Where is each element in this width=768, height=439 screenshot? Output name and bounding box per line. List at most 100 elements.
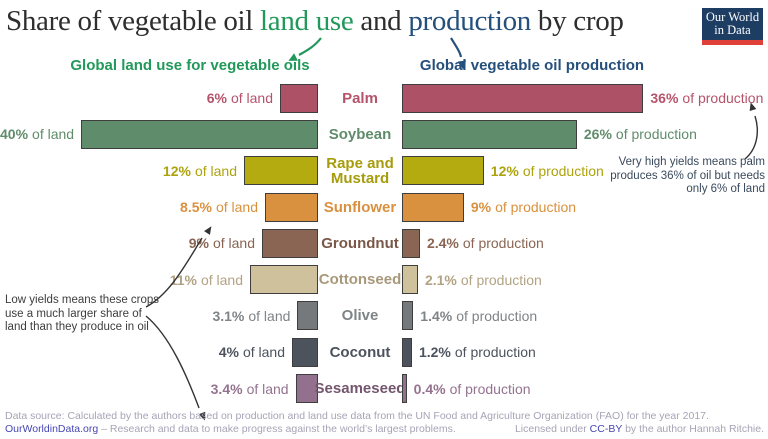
production-bar[interactable]: [402, 192, 464, 222]
title-production: production: [408, 5, 531, 37]
license-prefix: Licensed under: [514, 423, 590, 435]
land-share-unit: of land: [194, 162, 237, 179]
high-yields-line2: produces 36% of oil but needs: [610, 169, 765, 182]
production-share-value: 1.2%: [418, 344, 451, 361]
production-bar[interactable]: [402, 156, 484, 186]
production-share-unit: of production: [615, 126, 697, 143]
land-share-value: 4%: [218, 344, 239, 361]
title-suffix: by crop: [530, 5, 624, 37]
land-use-bar[interactable]: [297, 301, 318, 331]
crop-label: Soybean: [328, 125, 392, 143]
production-share-unit: of production: [460, 271, 542, 288]
land-use-bar[interactable]: [250, 265, 318, 295]
production-bar[interactable]: [402, 265, 418, 295]
crop-row-cottonseed: 11% of land Cottonseed 2.1% of production: [0, 261, 768, 297]
production-share-unit: of production: [449, 380, 531, 397]
production-share-label: 1.2% of production: [419, 344, 536, 360]
land-share-unit: of land: [200, 271, 243, 288]
production-share-label: 0.4% of production: [414, 381, 531, 397]
footer-tagline-text: – Research and data to make progress aga…: [98, 423, 456, 435]
land-share-unit: of land: [230, 90, 273, 107]
owid-logo[interactable]: Our World in Data: [702, 8, 763, 45]
high-yields-line1: Very high yields means palm: [618, 156, 765, 168]
production-bar[interactable]: [402, 337, 412, 367]
production-bar[interactable]: [402, 83, 644, 113]
production-share-unit: of production: [682, 90, 764, 107]
production-share-label: 12% of production: [491, 163, 604, 179]
production-share-value: 2.4%: [426, 235, 459, 252]
crop-label: Cottonseed: [318, 271, 402, 289]
footer-tagline: OurWorldinData.org – Research and data t…: [5, 423, 456, 436]
land-use-column-header: Global land use for vegetable oils: [70, 57, 310, 74]
crop-row-rape-and-mustard: 12% of land Rape and Mustard 12% of produc…: [0, 153, 768, 189]
production-share-label: 9% of production: [471, 199, 576, 215]
production-share-unit: of production: [462, 235, 544, 252]
low-yields-annotation: Low yields means these crops use a much …: [5, 294, 175, 335]
title-prefix: Share of vegetable oil: [6, 5, 261, 37]
crop-row-soybean: 40% of land Soybean 26% of production: [0, 116, 768, 152]
low-yields-line1: Low yields means these crops: [5, 294, 160, 306]
production-share-value: 1.4%: [420, 307, 453, 324]
land-share-unit: of land: [215, 199, 258, 216]
crop-row-sunflower: 8.5% of land Sunflower 9% of production: [0, 189, 768, 225]
land-share-value: 12%: [162, 162, 191, 179]
land-use-bar[interactable]: [292, 337, 318, 367]
land-share-unit: of land: [242, 344, 285, 361]
land-share-label: 8.5% of land: [180, 199, 258, 215]
land-use-bar[interactable]: [244, 156, 318, 186]
land-share-label: 4% of land: [219, 344, 285, 360]
land-share-value: 9%: [188, 235, 209, 252]
land-use-bar[interactable]: [262, 228, 318, 258]
production-share-label: 36% of production: [650, 90, 763, 106]
crop-label: Palm: [342, 89, 378, 107]
production-bar[interactable]: [402, 228, 420, 258]
crop-row-groundnut: 9% of land Groundnut 2.4% of production: [0, 225, 768, 261]
production-share-unit: of production: [522, 162, 604, 179]
cc-by-link[interactable]: CC-BY: [589, 423, 623, 435]
land-use-bar[interactable]: [81, 119, 318, 149]
land-use-bar[interactable]: [265, 192, 318, 222]
high-yields-line3: only 6% of land: [686, 183, 765, 195]
crop-label: Sesameseed: [314, 380, 406, 398]
production-share-value: 26%: [583, 126, 612, 143]
crop-label: Sunflower: [323, 198, 397, 216]
owid-logo-line1: Our World: [705, 9, 760, 24]
production-column-header: Global vegetable oil production: [419, 57, 645, 74]
production-bar[interactable]: [402, 301, 414, 331]
bar-rows: 6% of land Palm 36% of production 40% of la…: [0, 80, 768, 407]
license-suffix: by the author Hannah Ritchie.: [622, 423, 764, 435]
production-share-value: 2.1%: [424, 271, 457, 288]
production-bar[interactable]: [402, 119, 577, 149]
land-share-label: 6% of land: [207, 90, 273, 106]
production-share-value: 36%: [650, 90, 679, 107]
title-land-use: land use: [260, 5, 354, 37]
land-use-bar[interactable]: [280, 83, 318, 113]
page-title: Share of vegetable oil land use and prod…: [6, 5, 624, 38]
crop-row-palm: 6% of land Palm 36% of production: [0, 80, 768, 116]
low-yields-line3: land than they produce in oil: [5, 321, 149, 333]
low-yields-line2: use a much larger share of: [5, 307, 142, 320]
land-share-label: 3.4% of land: [211, 381, 289, 397]
land-share-unit: of land: [212, 235, 255, 252]
production-bar[interactable]: [402, 374, 407, 404]
crop-row-olive: 3.1% of land Olive 1.4% of production: [0, 298, 768, 334]
crop-row-coconut: 4% of land Coconut 1.2% of production: [0, 334, 768, 370]
owid-logo-line2: in Data: [714, 23, 751, 37]
land-share-label: 9% of land: [189, 235, 255, 251]
land-share-label: 3.1% of land: [212, 308, 290, 324]
land-share-unit: of land: [246, 380, 289, 397]
owid-logo-red-strip: [702, 40, 763, 45]
land-share-unit: of land: [248, 307, 291, 324]
license-note: Licensed under CC-BY by the author Hanna…: [515, 423, 764, 436]
production-share-label: 2.1% of production: [425, 272, 542, 288]
land-share-value: 6%: [206, 90, 227, 107]
land-use-bar[interactable]: [295, 374, 318, 404]
crop-label: Rape and Mustard: [326, 154, 394, 187]
production-share-label: 2.4% of production: [427, 235, 544, 251]
land-share-value: 40%: [0, 126, 29, 143]
owid-logo-text: Our World in Data: [702, 8, 763, 40]
production-share-unit: of production: [495, 199, 577, 216]
crop-row-sesameseed: 3.4% of land Sesameseed 0.4% of production: [0, 370, 768, 406]
crop-label: Coconut: [329, 343, 391, 361]
owid-site-link[interactable]: OurWorldinData.org: [5, 423, 99, 435]
